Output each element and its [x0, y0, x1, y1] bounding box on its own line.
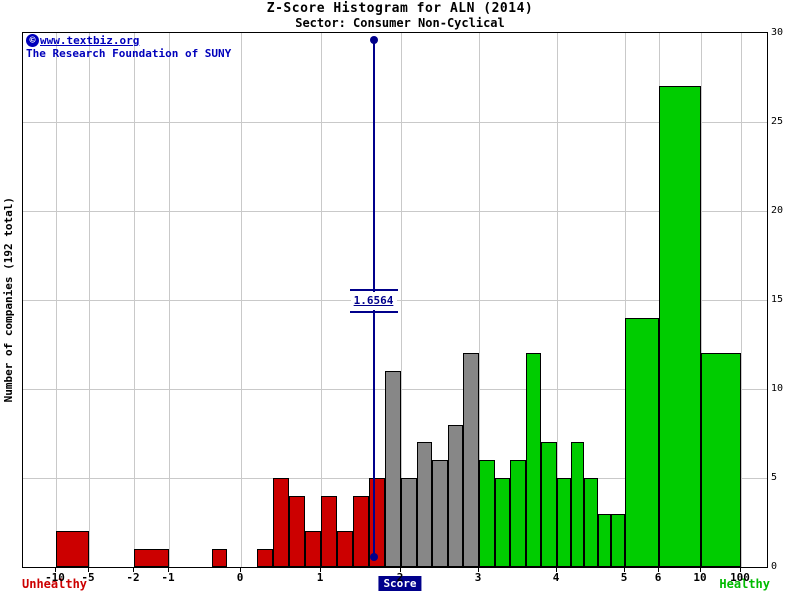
- histogram-bar: [557, 478, 571, 567]
- x-axis-tick: [320, 568, 321, 572]
- x-axis-tick: [624, 568, 625, 572]
- x-axis-tick: [700, 568, 701, 572]
- y-axis-title-text: Number of companies (192 total): [2, 197, 15, 403]
- gridline-vertical: [89, 33, 90, 567]
- x-axis-tick: [658, 568, 659, 572]
- watermark-site-link[interactable]: www.textbiz.org: [40, 34, 140, 47]
- x-axis-tick-label: 5: [620, 571, 628, 584]
- gridline-vertical: [479, 33, 480, 567]
- histogram-bar: [611, 513, 625, 567]
- plot-area: 1.6564: [22, 32, 768, 568]
- histogram-bar: [305, 531, 321, 567]
- gridline-vertical: [169, 33, 170, 567]
- histogram-bar: [510, 460, 526, 567]
- histogram-bar: [659, 86, 701, 567]
- gridline-horizontal: [23, 122, 767, 123]
- x-axis-tick: [88, 568, 89, 572]
- x-axis-tick-label: 1: [316, 571, 324, 584]
- marker-crossbar-bottom: [349, 311, 398, 313]
- watermark-line1: © www.textbiz.org: [26, 34, 231, 47]
- x-axis-tick: [133, 568, 134, 572]
- legend-healthy-label: Healthy: [719, 577, 770, 591]
- gridline-vertical: [56, 33, 57, 567]
- x-axis-title-badge: Score: [378, 576, 422, 591]
- gridline-vertical: [401, 33, 402, 567]
- watermark: © www.textbiz.org The Research Foundation…: [26, 34, 231, 60]
- histogram-bar: [385, 371, 401, 567]
- marker-value-label: 1.6564: [350, 292, 397, 310]
- histogram-bar: [447, 424, 464, 567]
- x-axis-tick-label: 0: [236, 571, 244, 584]
- x-axis-tick: [400, 568, 401, 572]
- histogram-bar: [479, 460, 495, 567]
- x-axis-tick-label: 4: [552, 571, 560, 584]
- y-axis-tick-label: 25: [771, 116, 784, 127]
- x-axis-tick-label: -5: [81, 571, 95, 584]
- histogram-bar: [321, 495, 337, 567]
- histogram-bar: [494, 478, 511, 567]
- x-axis-tick: [168, 568, 169, 572]
- chart-title: Z-Score Histogram for ALN (2014): [266, 1, 534, 16]
- legend-unhealthy-label: Unhealthy: [22, 577, 88, 591]
- gridline-vertical: [625, 33, 626, 567]
- histogram-bar: [432, 460, 448, 567]
- y-axis-tick-label: 20: [771, 205, 784, 216]
- y-axis-tick-label: 0: [771, 561, 778, 572]
- watermark-line2: The Research Foundation of SUNY: [26, 47, 232, 60]
- histogram-bar: [597, 513, 612, 567]
- marker-crossbar-top: [349, 289, 398, 291]
- gridline-vertical: [701, 33, 702, 567]
- histogram-bar: [289, 495, 305, 567]
- histogram-bar: [570, 442, 585, 567]
- gridline-vertical: [134, 33, 135, 567]
- x-axis-tick-label: 10: [693, 571, 707, 584]
- gridline-vertical: [241, 33, 242, 567]
- histogram-bar: [463, 353, 479, 567]
- x-axis-tick: [240, 568, 241, 572]
- marker-dot-top: [369, 36, 378, 44]
- y-axis-tick-label: 5: [771, 472, 778, 483]
- histogram-bar: [584, 478, 598, 567]
- histogram-bar: [401, 478, 417, 567]
- histogram-bar: [337, 531, 353, 567]
- histogram-bar: [541, 442, 557, 567]
- histogram-bar: [625, 317, 659, 567]
- x-axis-tick: [55, 568, 56, 572]
- gridline-horizontal: [23, 211, 767, 212]
- histogram-bar: [56, 531, 89, 567]
- y-axis-tick-label: 30: [771, 27, 784, 38]
- x-axis-tick-label: 6: [654, 571, 662, 584]
- marker-dot-bottom: [369, 553, 378, 561]
- y-axis-tick-label: 15: [771, 294, 784, 305]
- x-axis-tick-label: 2: [396, 571, 404, 584]
- gridline-vertical: [321, 33, 322, 567]
- histogram-bar: [525, 353, 542, 567]
- gridline-vertical: [557, 33, 558, 567]
- x-axis-tick: [478, 568, 479, 572]
- gridline-vertical: [741, 33, 742, 567]
- y-axis-title: Number of companies (192 total): [0, 32, 17, 568]
- x-axis-tick-label: -10: [45, 571, 65, 584]
- histogram-bar: [273, 478, 289, 567]
- histogram-bar: [353, 495, 369, 567]
- x-axis-tick-label: -2: [126, 571, 140, 584]
- x-axis-tick-label: 3: [474, 571, 482, 584]
- copyright-icon: ©: [26, 34, 39, 47]
- histogram-bar: [134, 549, 169, 567]
- x-axis-tick-label: 100: [730, 571, 750, 584]
- histogram-bar: [416, 442, 433, 567]
- histogram-bar: [212, 549, 227, 567]
- chart-subtitle: Sector: Consumer Non-Cyclical: [295, 16, 505, 30]
- x-axis-tick-label: -1: [161, 571, 175, 584]
- y-axis-tick-label: 10: [771, 383, 784, 394]
- histogram-bar: [257, 549, 273, 567]
- x-axis-tick: [740, 568, 741, 572]
- histogram-bar: [701, 353, 741, 567]
- x-axis-tick: [556, 568, 557, 572]
